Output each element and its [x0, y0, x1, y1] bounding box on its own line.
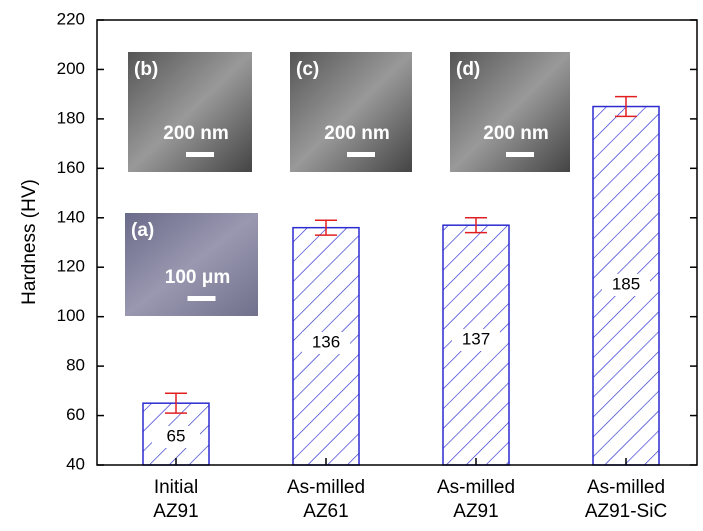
y-axis-label: Hardness (HV) — [19, 179, 40, 305]
x-tick-label: As-milled — [587, 477, 665, 498]
y-tick-label: 180 — [57, 108, 85, 127]
y-tick-label: 60 — [66, 405, 85, 424]
y-tick-label: 120 — [57, 257, 85, 276]
y-tick-label: 200 — [57, 59, 85, 78]
x-tick-label: AZ91-SiC — [585, 501, 667, 522]
value-label: 137 — [462, 329, 490, 348]
x-tick-label: AZ91 — [453, 501, 498, 522]
x-tick-label: As-milled — [437, 477, 515, 498]
y-tick-label: 40 — [66, 454, 85, 473]
y-tick-label: 100 — [57, 306, 85, 325]
x-tick-label: As-milled — [287, 477, 365, 498]
inset-label: (a) — [131, 220, 154, 241]
inset-label: (c) — [296, 59, 319, 80]
inset-scale: 100 μm — [165, 267, 231, 288]
y-tick-label: 160 — [57, 158, 85, 177]
inset-label: (b) — [134, 59, 158, 80]
scale-bar — [186, 152, 214, 157]
inset-scale: 200 nm — [163, 123, 228, 144]
value-label: 65 — [167, 426, 186, 445]
inset-scale: 200 nm — [483, 123, 548, 144]
x-tick-label: AZ91 — [153, 501, 198, 522]
scale-bar — [347, 152, 375, 157]
scale-bar — [506, 152, 534, 157]
y-tick-label: 140 — [57, 207, 85, 226]
scale-bar — [188, 296, 216, 301]
value-label: 185 — [612, 274, 640, 293]
x-tick-label: AZ61 — [303, 501, 348, 522]
x-tick-label: Initial — [154, 477, 198, 498]
inset-scale: 200 nm — [324, 123, 389, 144]
value-label: 136 — [312, 332, 340, 351]
y-tick-label: 220 — [57, 9, 85, 28]
inset-label: (d) — [456, 59, 480, 80]
chart: Hardness (HV) 40 60 80 100 120 140 160 180 200 22… — [0, 0, 703, 526]
y-tick-label: 80 — [66, 356, 85, 375]
